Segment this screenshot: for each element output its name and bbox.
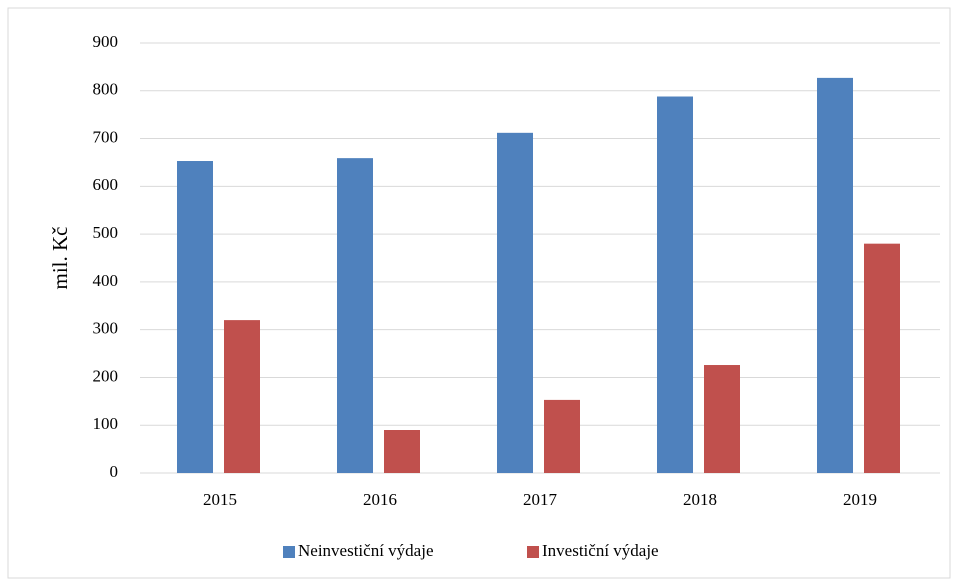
y-tick-label: 200: [93, 366, 119, 385]
legend-label: Neinvestiční výdaje: [298, 541, 434, 560]
bar: [864, 243, 900, 473]
chart-border: [7, 7, 951, 579]
x-tick-label: 2019: [843, 490, 877, 509]
bar: [497, 132, 533, 474]
bar: [384, 430, 420, 473]
y-tick-label: 400: [93, 271, 119, 290]
y-tick-label: 0: [110, 462, 119, 481]
bar: [544, 399, 580, 473]
bar: [704, 365, 740, 473]
bar: [177, 161, 213, 473]
y-tick-label: 300: [93, 319, 119, 338]
bar: [224, 320, 260, 473]
bar: [337, 158, 373, 473]
y-tick-label: 500: [93, 223, 119, 242]
x-tick-label: 2017: [523, 490, 558, 509]
legend-swatch: [527, 546, 539, 558]
y-tick-label: 800: [93, 80, 119, 99]
bar: [817, 77, 853, 473]
y-axis-label: mil. Kč: [48, 227, 72, 290]
bar: [657, 96, 693, 473]
y-tick-label: 100: [93, 414, 119, 433]
y-tick-label: 600: [93, 175, 119, 194]
legend-label: Investiční výdaje: [542, 541, 659, 560]
x-tick-label: 2015: [203, 490, 237, 509]
y-tick-label: 900: [93, 32, 119, 51]
legend-swatch: [283, 546, 295, 558]
y-tick-label: 700: [93, 127, 119, 146]
x-tick-label: 2018: [683, 490, 717, 509]
x-tick-label: 2016: [363, 490, 397, 509]
